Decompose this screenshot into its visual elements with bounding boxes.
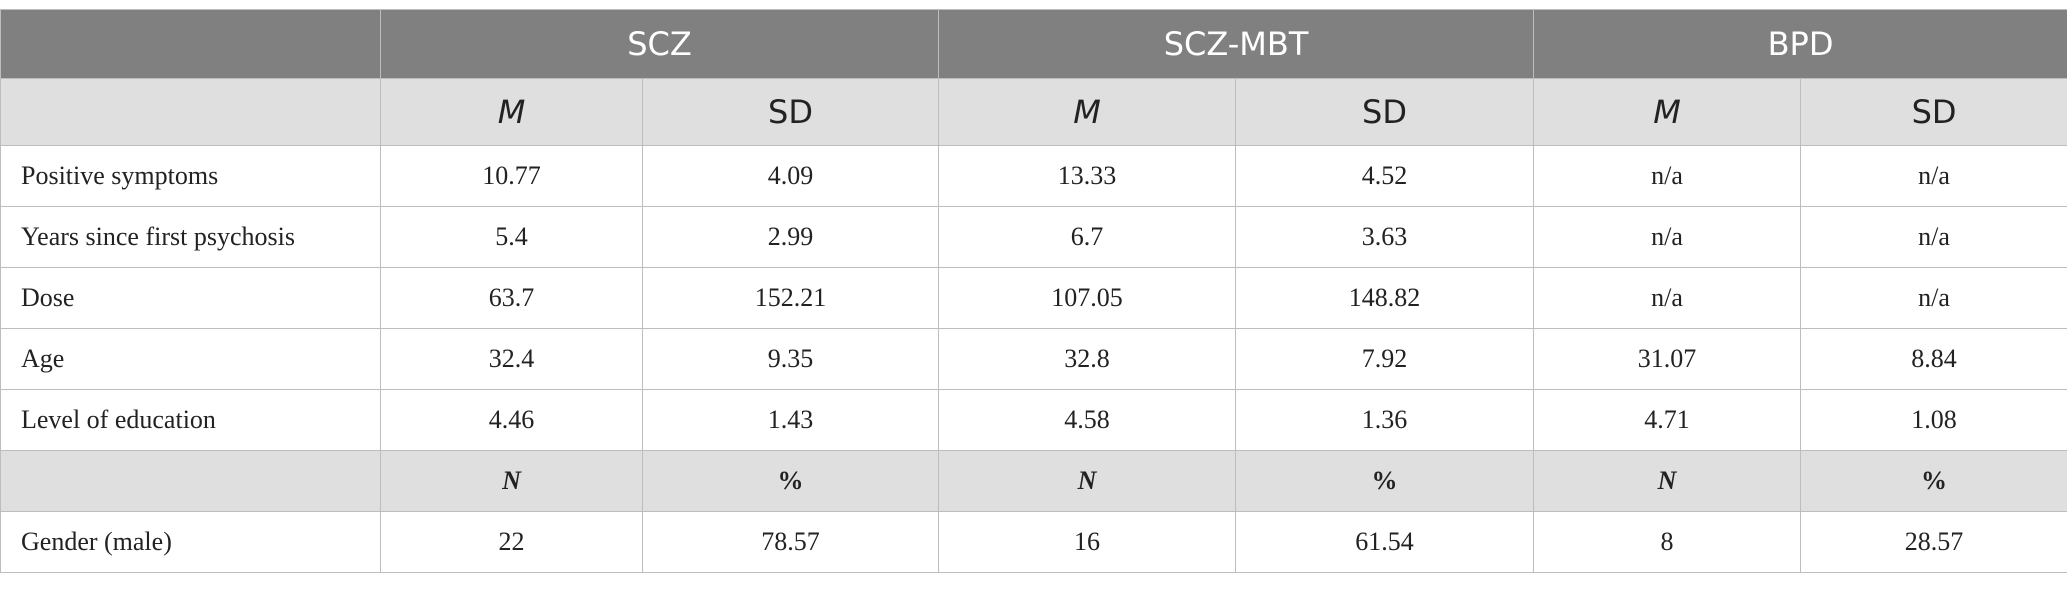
header-row: SCZ SCZ-MBT BPD (0, 9, 2067, 79)
corner-cell (0, 9, 381, 79)
cell: 2.99 (641, 206, 940, 268)
count-header: % (641, 450, 940, 512)
data-row: Level of education 4.46 1.43 4.58 1.36 4.71 1.… (0, 389, 2067, 451)
cell: 1.36 (1235, 389, 1535, 451)
cell: n/a (1533, 206, 1802, 268)
stats-table: SCZ SCZ-MBT BPD M SD M SD M SD Positive symptoms 1… (0, 9, 2067, 573)
corner-cell (0, 78, 381, 146)
cell: 4.52 (1235, 145, 1535, 207)
count-header: % (1800, 450, 2067, 512)
group-header: BPD (1533, 9, 2067, 79)
data-row: Gender (male) 22 78.57 16 61.54 8 28.57 (0, 511, 2067, 573)
cell: n/a (1800, 267, 2067, 329)
cell: 4.09 (641, 145, 940, 207)
cell: 28.57 (1800, 511, 2067, 573)
cell: 148.82 (1235, 267, 1535, 329)
row-label: Age (0, 328, 381, 390)
row-label: Gender (male) (0, 511, 381, 573)
cell: n/a (1800, 145, 2067, 207)
cell: 4.46 (380, 389, 643, 451)
data-row: Age 32.4 9.35 32.8 7.92 31.07 8.84 (0, 328, 2067, 390)
cell: 6.7 (938, 206, 1237, 268)
data-row: Years since first psychosis 5.4 2.99 6.7 3.6… (0, 206, 2067, 268)
table-body: SCZ SCZ-MBT BPD M SD M SD M SD Positive symptoms 1… (0, 9, 2067, 573)
data-row: Dose 63.7 152.21 107.05 148.82 n/a n/a (0, 267, 2067, 329)
measure-header: SD (1235, 78, 1535, 146)
cell: 9.35 (641, 328, 940, 390)
measure-header: M (1533, 78, 1802, 146)
cell: 22 (380, 511, 643, 573)
cell: 63.7 (380, 267, 643, 329)
measure-header: SD (641, 78, 940, 146)
subheader-row: M SD M SD M SD (0, 78, 2067, 146)
cell: 107.05 (938, 267, 1237, 329)
row-label: Years since first psychosis (0, 206, 381, 268)
cell: n/a (1800, 206, 2067, 268)
cell: 61.54 (1235, 511, 1535, 573)
cell: 32.4 (380, 328, 643, 390)
cell: 4.71 (1533, 389, 1802, 451)
cell: 16 (938, 511, 1237, 573)
row-label: Positive symptoms (0, 145, 381, 207)
cell: 3.63 (1235, 206, 1535, 268)
row-label: Dose (0, 267, 381, 329)
count-header: % (1235, 450, 1535, 512)
cell: 31.07 (1533, 328, 1802, 390)
cell: 4.58 (938, 389, 1237, 451)
cell: 8 (1533, 511, 1802, 573)
corner-cell (0, 450, 381, 512)
count-header: N (938, 450, 1237, 512)
group-header: SCZ-MBT (938, 9, 1535, 79)
cell: 32.8 (938, 328, 1237, 390)
count-header: N (1533, 450, 1802, 512)
measure-header: M (380, 78, 643, 146)
cell: 13.33 (938, 145, 1237, 207)
cell: 1.08 (1800, 389, 2067, 451)
cell: 7.92 (1235, 328, 1535, 390)
cell: n/a (1533, 267, 1802, 329)
cell: 1.43 (641, 389, 940, 451)
cell: 8.84 (1800, 328, 2067, 390)
count-header-row: N% N% N% (0, 450, 2067, 512)
measure-header: M (938, 78, 1237, 146)
count-header: N (380, 450, 643, 512)
row-label: Level of education (0, 389, 381, 451)
cell: n/a (1533, 145, 1802, 207)
group-header: SCZ (379, 9, 940, 79)
cell: 78.57 (641, 511, 940, 573)
data-row: Positive symptoms 10.77 4.09 13.33 4.52 n/a n/… (0, 145, 2067, 207)
measure-header: SD (1800, 78, 2067, 146)
cell: 152.21 (641, 267, 940, 329)
cell: 5.4 (380, 206, 643, 268)
cell: 10.77 (380, 145, 643, 207)
